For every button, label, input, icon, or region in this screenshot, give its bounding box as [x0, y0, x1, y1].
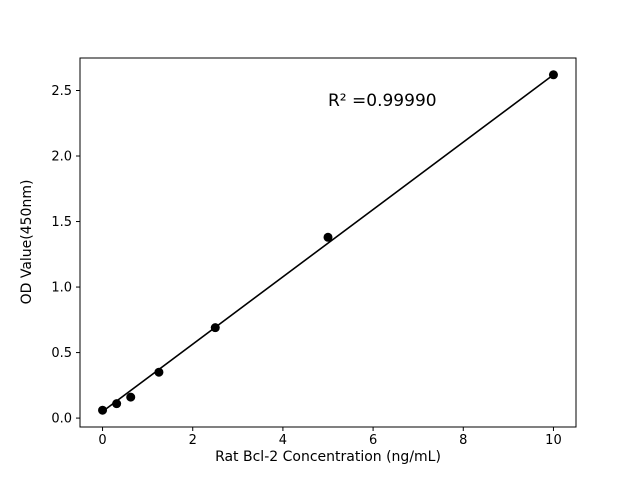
- y-tick-label: 1.0: [51, 281, 72, 296]
- fit-line: [102, 74, 554, 413]
- data-point: [548, 70, 558, 80]
- y-tick-label: 0.5: [51, 346, 72, 361]
- x-tick-label: 2: [189, 433, 197, 448]
- y-tick-label: 2.0: [51, 150, 72, 165]
- y-tick-label: 1.5: [51, 215, 72, 230]
- data-point: [112, 399, 122, 409]
- x-tick-label: 8: [459, 433, 467, 448]
- axes-frame: [79, 57, 577, 428]
- plot-area: 0 2 4 6 8 10 0.0 0.5 1.0 1.5 2.0 2.5: [51, 57, 577, 448]
- x-tick-label: 6: [369, 433, 377, 448]
- data-point: [98, 405, 108, 415]
- data-point: [126, 392, 136, 402]
- data-point: [210, 323, 220, 333]
- r-squared-annotation: R² =0.99990: [328, 91, 437, 111]
- y-tick-label: 2.5: [51, 84, 72, 99]
- y-tick-label: 0.0: [51, 412, 72, 427]
- data-point: [154, 367, 164, 377]
- x-tick-label: 4: [279, 433, 287, 448]
- x-axis-label: Rat Bcl-2 Concentration (ng/mL): [215, 449, 441, 465]
- data-point: [323, 232, 333, 242]
- x-tick-label: 0: [98, 433, 106, 448]
- y-axis-label: OD Value(450nm): [19, 180, 35, 305]
- x-tick-label: 10: [545, 433, 562, 448]
